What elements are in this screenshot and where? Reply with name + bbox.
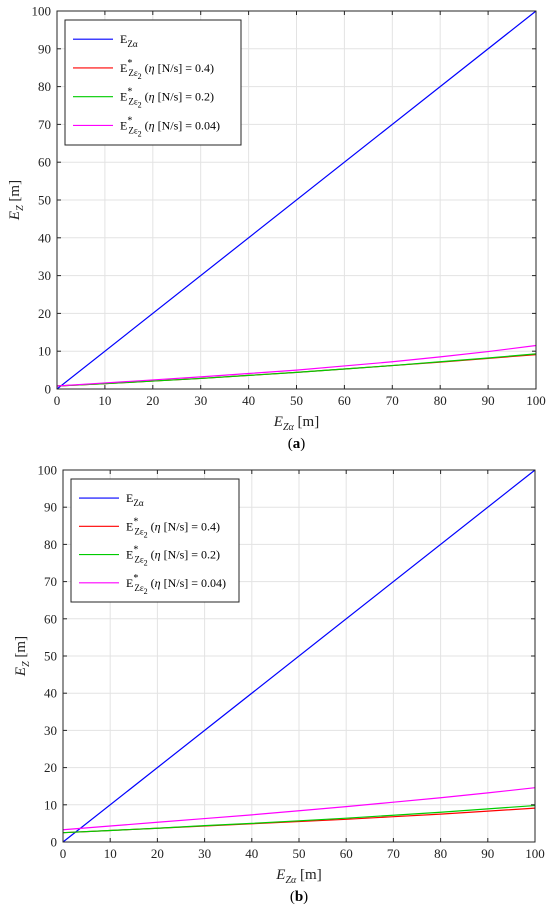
legend-box bbox=[64, 19, 242, 146]
y-tick-label: 10 bbox=[44, 797, 57, 812]
x-tick-label: 80 bbox=[434, 393, 447, 408]
y-tick-label: 10 bbox=[38, 344, 51, 359]
y-tick-label: 80 bbox=[38, 79, 51, 94]
y-tick-label: 30 bbox=[44, 723, 57, 738]
series-line-4 bbox=[62, 787, 536, 831]
legend-label-1: EZα bbox=[120, 32, 138, 49]
x-tick-label: 100 bbox=[526, 393, 546, 408]
chart-a-svg: 0 10 20 30 40 50 60 70 80 90 100 0 10 20 30 40 50 60 70 80 9… bbox=[7, 4, 546, 453]
y-tick-label: 20 bbox=[38, 306, 51, 321]
x-tick-label: 0 bbox=[54, 393, 61, 408]
x-tick-label: 40 bbox=[245, 846, 258, 861]
y-tick-label: 20 bbox=[44, 760, 57, 775]
x-tick-label: 10 bbox=[104, 846, 117, 861]
y-tick-label: 30 bbox=[38, 268, 51, 283]
legend-label-3: E* Zε2 (η [N/s] = 0.2) bbox=[120, 87, 214, 110]
chart-b-svg: 0 10 20 30 40 50 60 70 80 90 100 0 10 20 30 40 50 60 70 80 9… bbox=[13, 463, 545, 906]
panel-caption: (a) bbox=[288, 436, 306, 452]
x-tick-label: 30 bbox=[194, 393, 207, 408]
y-tick-label: 40 bbox=[44, 686, 57, 701]
y-tick-label: 90 bbox=[38, 41, 51, 56]
x-tick-label: 0 bbox=[60, 846, 67, 861]
x-tick-label: 50 bbox=[293, 846, 306, 861]
series-line-1 bbox=[56, 10, 537, 390]
y-tick-label: 60 bbox=[44, 611, 57, 626]
chart-panel-b: 0 10 20 30 40 50 60 70 80 90 100 0 10 20 30 40 50 60 70 80 9… bbox=[0, 455, 550, 911]
x-tick-label: 90 bbox=[481, 846, 494, 861]
y-tick-label: 80 bbox=[44, 537, 57, 552]
y-tick-label: 50 bbox=[38, 193, 51, 208]
series-line-1 bbox=[62, 469, 536, 843]
ticks: 0 10 20 30 40 50 60 70 80 90 100 0 10 20 30 40 50 60 70 80 9… bbox=[38, 463, 545, 862]
series-line-3 bbox=[56, 353, 537, 387]
x-tick-label: 70 bbox=[386, 393, 399, 408]
series-group bbox=[62, 469, 536, 843]
legend: EZα E* Zε2 (η [N/s] = 0.4) E* Zε2 (η [N/s] =… bbox=[70, 478, 240, 603]
y-tick-label: 0 bbox=[45, 382, 52, 397]
x-tick-label: 20 bbox=[151, 846, 164, 861]
series-group bbox=[56, 10, 537, 390]
legend-label-2: E* Zε2 (η [N/s] = 0.4) bbox=[126, 516, 220, 539]
series-line-3 bbox=[62, 804, 536, 834]
x-tick-label: 100 bbox=[525, 846, 545, 861]
y-tick-label: 70 bbox=[38, 117, 51, 132]
y-tick-label: 100 bbox=[38, 463, 58, 478]
legend: EZα E* Zε2 (η [N/s] = 0.4) E* Zε2 (η [N/s] =… bbox=[64, 19, 242, 146]
series-line-4 bbox=[56, 344, 537, 387]
y-tick-label: 50 bbox=[44, 649, 57, 664]
legend-label-4: E* Zε2 (η [N/s] = 0.04) bbox=[120, 115, 220, 138]
chart-panel-a: 0 10 20 30 40 50 60 70 80 90 100 0 10 20 30 40 50 60 70 80 9… bbox=[7, 4, 546, 453]
legend-label-2: E* Zε2 (η [N/s] = 0.4) bbox=[120, 58, 214, 81]
legend-label-1: EZα bbox=[126, 491, 144, 508]
y-axis-label: EZ [m] bbox=[7, 180, 26, 221]
x-tick-label: 60 bbox=[338, 393, 351, 408]
panel-caption: (b) bbox=[290, 889, 308, 905]
x-tick-label: 30 bbox=[198, 846, 211, 861]
x-tick-label: 10 bbox=[98, 393, 111, 408]
ticks: 0 10 20 30 40 50 60 70 80 90 100 0 10 20 30 40 50 60 70 80 9… bbox=[32, 4, 546, 409]
y-tick-label: 90 bbox=[44, 500, 57, 515]
x-axis-label: EZα [m] bbox=[273, 414, 319, 433]
y-tick-label: 60 bbox=[38, 155, 51, 170]
x-tick-label: 70 bbox=[387, 846, 400, 861]
x-tick-label: 60 bbox=[340, 846, 353, 861]
legend-label-3: E* Zε2 (η [N/s] = 0.2) bbox=[126, 545, 220, 568]
x-tick-label: 40 bbox=[242, 393, 255, 408]
legend-label-4: E* Zε2 (η [N/s] = 0.04) bbox=[126, 573, 226, 596]
x-tick-label: 20 bbox=[146, 393, 159, 408]
legend-box bbox=[70, 478, 240, 603]
x-tick-label: 80 bbox=[434, 846, 447, 861]
y-tick-label: 70 bbox=[44, 574, 57, 589]
y-axis-label: EZ [m] bbox=[13, 636, 32, 677]
x-tick-label: 50 bbox=[290, 393, 303, 408]
x-tick-label: 90 bbox=[482, 393, 495, 408]
y-tick-label: 0 bbox=[51, 835, 58, 850]
x-axis-label: EZα [m] bbox=[275, 867, 321, 886]
y-tick-label: 100 bbox=[32, 4, 52, 19]
y-tick-label: 40 bbox=[38, 230, 51, 245]
